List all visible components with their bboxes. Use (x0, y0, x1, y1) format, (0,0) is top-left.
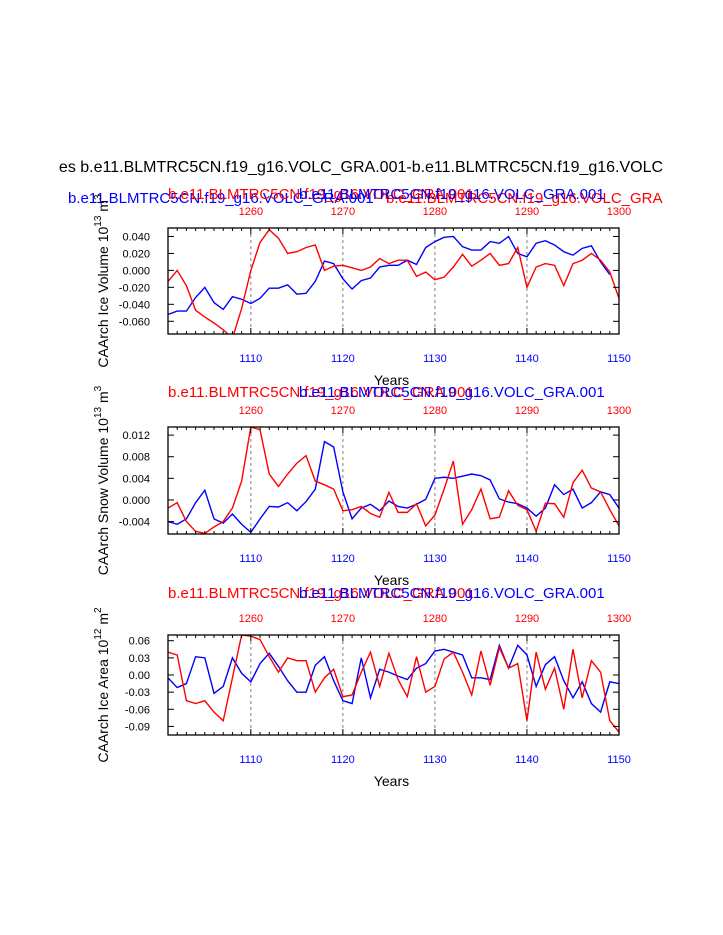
y-axis-label-unit: m (95, 391, 111, 407)
y-tick-label: -0.06 (125, 704, 150, 716)
plot-frame (167, 634, 620, 736)
top-x-tick-label: 1270 (331, 405, 355, 417)
y-axis-label-unit: m (95, 200, 111, 216)
top-x-tick-label: 1260 (239, 206, 263, 218)
x-tick-label: 1130 (423, 553, 447, 565)
x-tick-label: 1110 (239, 553, 262, 565)
x-tick-label: 1110 (239, 353, 262, 365)
y-axis-label: CAArch Ice Volume 1013 m3 (93, 194, 111, 368)
x-tick-label: 1140 (515, 754, 539, 766)
y-tick-label: 0.004 (122, 473, 150, 485)
top-x-tick-label: 1260 (239, 405, 263, 417)
y-axis-label-exponent: 13 (93, 406, 104, 418)
x-tick-label: 1110 (239, 754, 262, 766)
y-tick-label: -0.040 (119, 299, 150, 311)
top-x-tick-label: 1290 (515, 405, 539, 417)
x-tick-label: 1150 (607, 553, 631, 565)
snow-volume-panel: 0.012 0.008 0.004 0.000 -0.004 1110 1120 1130 11… (93, 384, 631, 588)
y-axis-label-exponent: 13 (93, 215, 104, 227)
ice-volume-panel: 0.040 0.020 0.000 -0.020 -0.040 -0.060 1110 112… (93, 186, 631, 388)
y-tick-label: -0.09 (125, 721, 150, 733)
ice-area-panel: 0.06 0.03 0.00 -0.03 -0.06 -0.09 1110 1120 1130 1… (93, 585, 631, 789)
y-tick-label: -0.020 (119, 282, 150, 294)
top-x-tick-label: 1300 (607, 613, 631, 625)
y-axis-label-unit-exponent: 3 (93, 385, 104, 391)
top-x-tick-label: 1280 (423, 613, 447, 625)
plot-frame (167, 426, 620, 535)
y-tick-label: 0.000 (122, 495, 150, 507)
top-x-tick-label: 1300 (607, 405, 631, 417)
x-tick-label: 1130 (423, 353, 447, 365)
y-axis-label-text: CAArch Ice Volume 10 (95, 226, 111, 367)
panel-title-red: b.e11.BLMTRC5CN.f19_g16.VOLC_GRA.001 (168, 384, 474, 401)
y-tick-label: -0.004 (119, 517, 150, 529)
y-tick-label: 0.012 (122, 430, 150, 442)
top-series-label-blue: b.e11.BLMTRC5CN.f19_g16.VOLC_GRA.001 (68, 190, 374, 207)
panel-title-blue: b.e11.BLMTRC5CN.f19_g16.VOLC_GRA.001 (299, 186, 605, 203)
y-tick-label: 0.06 (129, 636, 150, 648)
series-line-blue (168, 235, 611, 316)
top-x-tick-label: 1270 (331, 206, 355, 218)
y-tick-label: -0.03 (125, 687, 150, 699)
y-axis-label-unit-exponent: 2 (93, 607, 104, 613)
top-x-tick-label: 1290 (515, 206, 539, 218)
y-axis-label-unit-exponent: 3 (93, 194, 104, 200)
top-x-tick-label: 1290 (515, 613, 539, 625)
series-line-red (168, 228, 619, 334)
x-tick-label: 1120 (331, 754, 355, 766)
x-tick-label: 1140 (515, 353, 539, 365)
series-line-blue (168, 643, 619, 714)
top-x-tick-label: 1280 (423, 405, 447, 417)
top-x-tick-label: 1300 (607, 206, 631, 218)
panel-title-red: b.e11.BLMTRC5CN.f19_g16.VOLC_GRA.001 (168, 585, 474, 602)
y-axis-label-unit: m (95, 613, 111, 629)
y-tick-label: 0.020 (122, 248, 150, 260)
y-tick-label: 0.03 (129, 653, 150, 665)
panel-title-blue: b.e11.BLMTRC5CN.f19_g16.VOLC_GRA.001 (299, 585, 605, 602)
x-tick-label: 1120 (331, 553, 355, 565)
x-tick-label: 1150 (607, 353, 631, 365)
plot-frame (167, 227, 620, 335)
top-x-tick-label: 1280 (423, 206, 447, 218)
y-tick-label: 0.008 (122, 452, 150, 464)
y-axis-label-text: CAArch Snow Volume 10 (95, 418, 111, 575)
x-tick-label: 1140 (515, 553, 539, 565)
top-x-tick-label: 1270 (331, 613, 355, 625)
x-tick-label: 1120 (331, 353, 355, 365)
series-line-red (168, 427, 619, 534)
y-tick-label: 0.00 (129, 670, 150, 682)
x-axis-label: Years (374, 572, 409, 588)
panel-title-red: b.e11.BLMTRC5CN.f19_g16.VOLC_GRA.001 (168, 186, 474, 203)
page-title: es b.e11.BLMTRC5CN.f19_g16.VOLC_GRA.001-… (59, 159, 663, 176)
top-series-label-red: b.e11.BLMTRC5CN.f19_g16.VOLC_GRA (386, 190, 663, 207)
y-axis-label: CAArch Snow Volume 1013 m3 (93, 385, 111, 575)
y-tick-label: -0.060 (119, 316, 150, 328)
x-tick-label: 1150 (607, 754, 631, 766)
x-axis-label: Years (374, 773, 409, 789)
panel-title-blue: b.e11.BLMTRC5CN.f19_g16.VOLC_GRA.001 (299, 384, 605, 401)
x-tick-label: 1130 (423, 754, 447, 766)
top-x-tick-label: 1260 (239, 613, 263, 625)
y-axis-label-text: CAArch Ice Area 10 (95, 639, 111, 762)
y-axis-label-exponent: 12 (93, 628, 104, 640)
x-axis-label: Years (374, 372, 409, 388)
y-axis-label: CAArch Ice Area 1012 m2 (93, 607, 111, 763)
y-tick-label: 0.040 (122, 231, 150, 243)
y-tick-label: 0.000 (122, 265, 150, 277)
